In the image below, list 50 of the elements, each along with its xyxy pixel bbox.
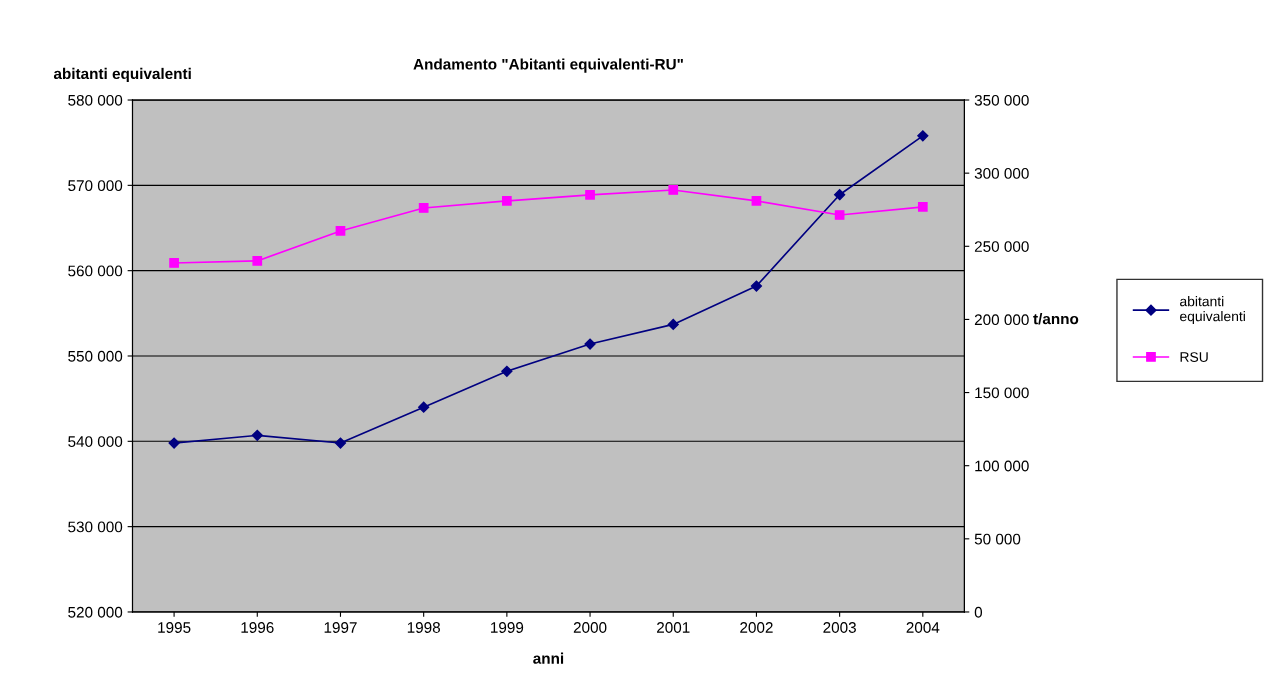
point bbox=[169, 258, 179, 268]
y-tick-label: 530 000 bbox=[68, 521, 123, 533]
x-tick-label: 1998 bbox=[407, 622, 440, 633]
x-tick-label: 2004 bbox=[906, 622, 940, 633]
point bbox=[834, 210, 845, 220]
y2-axis-title: t/anno bbox=[1033, 313, 1079, 325]
y-tick-label: 570 000 bbox=[68, 180, 123, 192]
x-tick-label: 1996 bbox=[241, 622, 274, 633]
point bbox=[751, 196, 762, 206]
point bbox=[252, 256, 263, 266]
legend-label: RSU bbox=[1180, 352, 1208, 362]
point bbox=[335, 226, 346, 236]
y-axis-title: abitanti equivalenti bbox=[53, 67, 191, 83]
point bbox=[668, 185, 679, 195]
point bbox=[834, 189, 846, 201]
point bbox=[667, 318, 679, 331]
x-tick-label: 1999 bbox=[491, 622, 524, 633]
legend-label: abitanti equivalenti bbox=[1180, 296, 1245, 324]
x-tick-label: 2003 bbox=[823, 622, 856, 633]
x-tick-label: 2000 bbox=[573, 622, 607, 633]
x-tick-label: 2001 bbox=[657, 622, 690, 633]
y-tick-label: 580 000 bbox=[68, 94, 123, 106]
y2-tick-label: 0 bbox=[974, 606, 983, 618]
y2-tick-label: 100 000 bbox=[975, 460, 1029, 472]
y2-tick-label: 300 000 bbox=[974, 168, 1029, 179]
point bbox=[585, 190, 595, 200]
point bbox=[917, 130, 929, 142]
x-tick-label: 1995 bbox=[158, 622, 191, 633]
x-tick-label: 1997 bbox=[324, 622, 357, 633]
point bbox=[168, 437, 180, 449]
y2-tick-label: 250 000 bbox=[974, 241, 1029, 252]
point bbox=[251, 429, 263, 441]
y2-tick-label: 200 000 bbox=[974, 314, 1029, 326]
y-tick-label: 540 000 bbox=[68, 436, 123, 447]
y2-tick-label: 50 000 bbox=[974, 533, 1021, 545]
point bbox=[418, 203, 429, 213]
point bbox=[917, 202, 928, 212]
x-axis-title: anni bbox=[533, 652, 564, 664]
point bbox=[418, 401, 430, 413]
chart-title: Andamento "Abitanti equivalenti-RU" bbox=[413, 58, 683, 73]
y-tick-label: 560 000 bbox=[68, 265, 123, 277]
y2-tick-label: 150 000 bbox=[975, 387, 1029, 399]
point bbox=[501, 365, 513, 377]
y2-tick-label: 350 000 bbox=[974, 94, 1029, 106]
y-tick-label: 520 000 bbox=[68, 606, 123, 618]
x-tick-label: 2002 bbox=[740, 622, 773, 633]
point bbox=[334, 437, 347, 449]
point bbox=[750, 280, 763, 292]
y-tick-label: 550 000 bbox=[68, 350, 123, 362]
point bbox=[501, 196, 512, 206]
